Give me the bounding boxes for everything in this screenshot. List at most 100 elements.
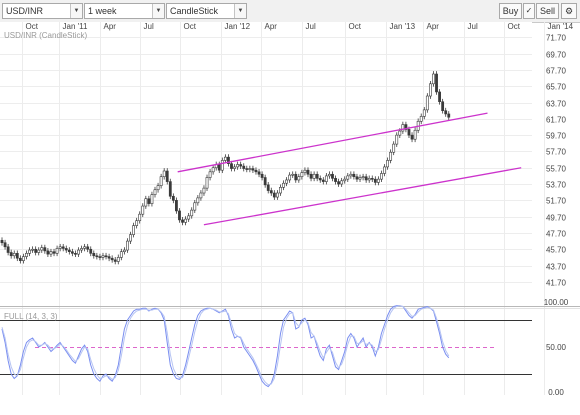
- candle-body: [193, 202, 197, 211]
- sell-button[interactable]: Sell: [536, 3, 559, 19]
- candle-body: [196, 197, 200, 204]
- time-tick-label: Oct: [26, 22, 39, 31]
- buy-button[interactable]: Buy: [499, 3, 522, 19]
- candle-body: [123, 249, 126, 252]
- candle-body: [355, 176, 359, 180]
- candle-body: [364, 176, 368, 181]
- candle-body: [306, 169, 310, 175]
- candle-body: [227, 156, 230, 164]
- price-tick-label: 59.70: [546, 132, 567, 141]
- price-tick-label: 65.70: [546, 83, 567, 92]
- candle-body: [441, 101, 445, 111]
- pen-check-icon: ✓: [525, 6, 533, 15]
- candle-body: [52, 251, 56, 254]
- candle-body: [15, 253, 19, 259]
- candle-body: [395, 134, 399, 145]
- candle-body: [438, 91, 441, 103]
- candle-body: [104, 255, 108, 258]
- candle-body: [358, 177, 362, 180]
- candle-body: [25, 253, 28, 257]
- candle-body: [370, 178, 374, 180]
- candle-body: [74, 253, 77, 255]
- time-grid: [22, 22, 545, 395]
- price-tick-label: 43.70: [546, 263, 567, 272]
- chevron-down-icon: ▼: [152, 4, 164, 18]
- candle-body: [236, 164, 240, 168]
- toolbar: USD/INR ▼ 1 week ▼ CandleStick ▼ Buy Sel…: [0, 0, 580, 23]
- interval-select[interactable]: 1 week ▼: [84, 3, 165, 19]
- chevron-down-icon: ▼: [70, 4, 82, 18]
- candle-body: [223, 156, 227, 161]
- tools-button[interactable]: ✓: [523, 3, 535, 19]
- trend-channel: [177, 112, 522, 226]
- chart-title: USD/INR (CandleStick): [4, 31, 87, 40]
- time-tick-label: Jan '14: [548, 22, 574, 31]
- candle-body: [373, 178, 377, 183]
- candle-body: [294, 173, 298, 181]
- candle-body: [217, 164, 221, 171]
- candle-body: [343, 178, 347, 182]
- candle-body: [263, 177, 267, 186]
- time-tick-label: Jul: [306, 22, 316, 31]
- candle-body: [119, 251, 123, 258]
- candle-body: [447, 113, 451, 118]
- candle-body: [260, 173, 264, 178]
- candle-body: [285, 179, 288, 184]
- candle-body: [211, 167, 215, 173]
- oscillator-tick-label: 50.00: [546, 343, 567, 352]
- candle-body: [184, 218, 188, 223]
- time-tick-label: Oct: [508, 22, 521, 31]
- candle-body: [425, 95, 429, 111]
- gear-icon: ⚙: [564, 6, 574, 16]
- chevron-down-icon: ▼: [234, 4, 246, 18]
- oscillator-title: FULL (14, 3, 3): [4, 312, 58, 321]
- time-tick-label: Jan '11: [63, 22, 89, 31]
- candle-body: [383, 166, 386, 174]
- candle-body: [239, 164, 243, 167]
- candle-body: [156, 185, 160, 191]
- candle-body: [168, 181, 172, 197]
- candle-body: [303, 169, 307, 173]
- candle-body: [300, 172, 304, 178]
- candle-body: [49, 251, 53, 255]
- candle-body: [190, 209, 194, 217]
- price-tick-label: 47.70: [546, 230, 567, 239]
- candle-body: [67, 249, 71, 252]
- candle-body: [61, 246, 65, 249]
- candle-body: [0, 239, 4, 244]
- settings-button[interactable]: ⚙: [561, 3, 577, 19]
- candle-body: [147, 198, 151, 204]
- price-grid: [0, 37, 532, 283]
- candle-body: [107, 256, 111, 259]
- chart-style-value: CandleStick: [170, 6, 219, 16]
- candle-body: [175, 200, 178, 212]
- candle-body: [6, 246, 10, 253]
- candle-body: [116, 257, 120, 262]
- candle-body: [95, 255, 99, 258]
- time-tick-label: Apr: [104, 22, 117, 31]
- candle-body: [153, 189, 157, 195]
- candle-body: [22, 256, 25, 261]
- candle-body: [18, 257, 22, 261]
- candle-body: [199, 192, 203, 199]
- candle-body: [64, 248, 68, 251]
- candle-body: [248, 168, 252, 170]
- candle-body: [3, 242, 7, 248]
- candle-body: [324, 175, 328, 182]
- candle-body: [404, 124, 408, 130]
- candle-body: [178, 210, 181, 221]
- candle-body: [279, 187, 282, 194]
- symbol-select[interactable]: USD/INR ▼: [2, 3, 83, 19]
- price-tick-label: 45.70: [546, 246, 567, 255]
- candle-body: [230, 163, 233, 169]
- candle-body: [380, 173, 383, 180]
- candle-body: [318, 178, 322, 181]
- chart-style-select[interactable]: CandleStick ▼: [166, 3, 247, 19]
- candle-body: [141, 205, 145, 215]
- candle-body: [291, 173, 295, 176]
- candle-body: [34, 248, 38, 253]
- chart-area[interactable]: Oct Jan '11 Apr Jul Oct Jan '12 Apr Jul Oct Jan '…: [0, 22, 580, 415]
- candle-body: [346, 175, 350, 180]
- candle-body: [328, 173, 331, 177]
- candle-body: [233, 166, 236, 169]
